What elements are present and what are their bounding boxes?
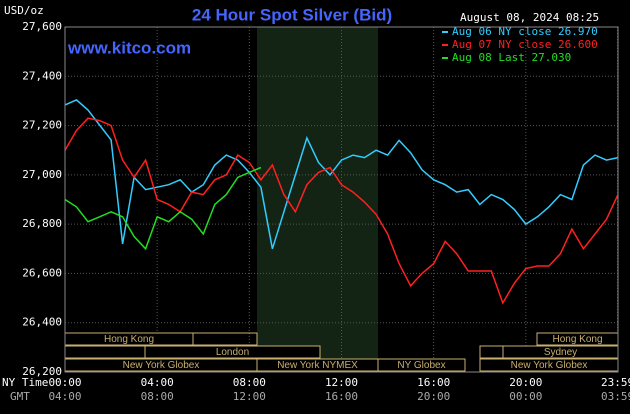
x-tick-label: 20:00	[509, 376, 542, 389]
x2-tick-label: 12:00	[233, 390, 266, 403]
x-tick-label: 04:00	[141, 376, 174, 389]
x2-tick-label: 03:59	[601, 390, 630, 403]
watermark: www.kitco.com	[67, 38, 191, 57]
y-tick-label: 26,600	[22, 266, 62, 279]
session-label: Hong Kong	[552, 334, 602, 345]
session-label: London	[216, 347, 249, 358]
session-label: Sydney	[544, 347, 577, 358]
y-axis-label: USD/oz	[4, 4, 44, 17]
nymex-shade	[257, 27, 378, 372]
chart-title: 24 Hour Spot Silver (Bid)	[192, 5, 392, 24]
legend-label: Aug 08 Last 27.030	[452, 51, 571, 64]
x2-tick-label: 00:00	[509, 390, 542, 403]
x-tick-label: 00:00	[48, 376, 81, 389]
series-line	[64, 166, 262, 251]
x-tick-label: 08:00	[233, 376, 266, 389]
session-label: NY Globex	[397, 360, 445, 371]
y-tick-label: 26,800	[22, 217, 62, 230]
session-box	[144, 345, 321, 359]
y-tick-label: 26,400	[22, 316, 62, 329]
x-tick-label: 16:00	[417, 376, 450, 389]
y-tick-label: 27,200	[22, 119, 62, 132]
x2-tick-label: 16:00	[325, 390, 358, 403]
x2-tick-label: 08:00	[141, 390, 174, 403]
y-tick-label: 26,200	[22, 365, 62, 378]
legend-label: Aug 07 NY close 26.600	[452, 38, 598, 51]
x2-tick-label: 04:00	[48, 390, 81, 403]
x2-tick-label: 20:00	[417, 390, 450, 403]
y-tick-label: 27,400	[22, 69, 62, 82]
y-tick-label: 27,000	[22, 168, 62, 181]
x-tick-label: 12:00	[325, 376, 358, 389]
legend-label: Aug 06 NY close 26.970	[452, 25, 598, 38]
session-label: Hong Kong	[104, 334, 154, 345]
timestamp: August 08, 2024 08:25	[460, 11, 599, 24]
series-line	[64, 117, 619, 305]
session-label: New York Globex	[123, 360, 200, 371]
series-line	[64, 99, 619, 250]
x-tick-label: 23:59	[601, 376, 630, 389]
x-axis-label: NY Time	[2, 376, 48, 389]
sessions: Hong Kong Hong Kong London Sydney New York G…	[64, 332, 619, 372]
y-tick-label: 27,600	[22, 20, 62, 33]
plot-frame	[64, 26, 619, 373]
x2-axis-label: GMT	[10, 390, 30, 403]
lines	[64, 99, 619, 305]
session-label: New York Globex	[511, 360, 588, 371]
session-box	[377, 358, 466, 372]
session-label: New York NYMEX	[277, 360, 358, 371]
